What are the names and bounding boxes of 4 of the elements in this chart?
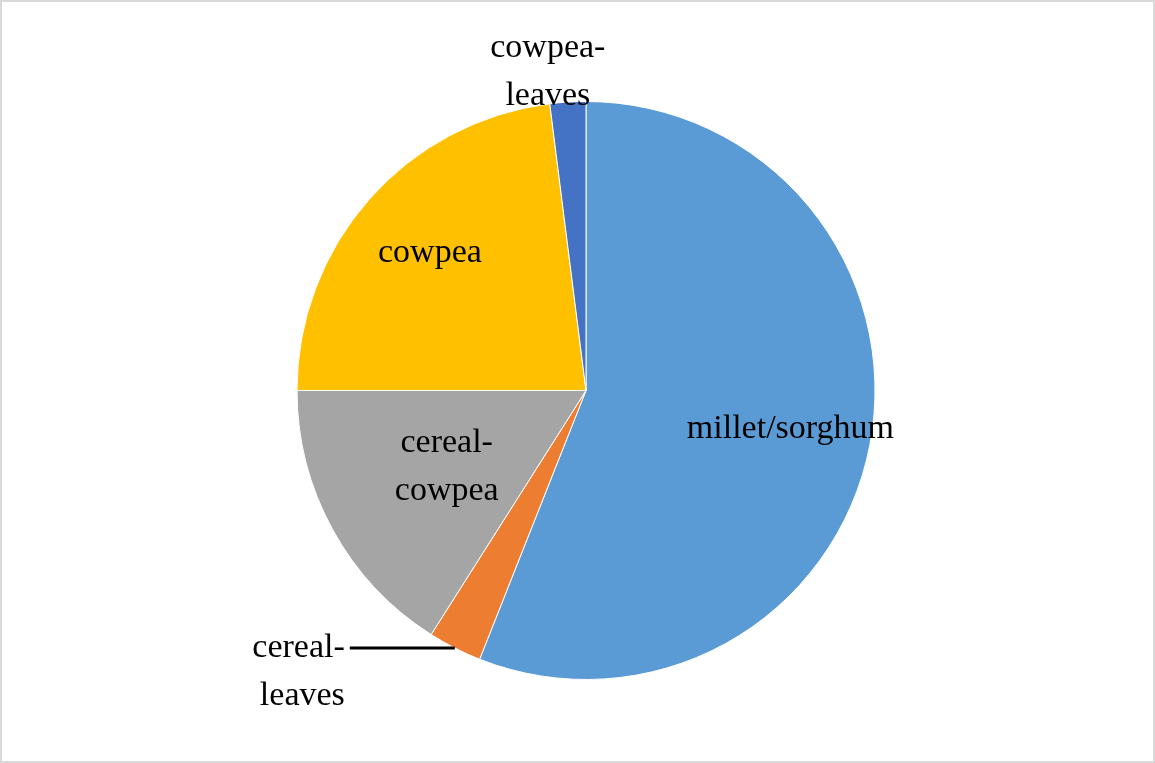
slice-label: cowpea xyxy=(378,231,482,269)
slice-label: cereal-cowpea xyxy=(394,422,499,507)
slice-label: cowpea-leaves xyxy=(490,27,606,113)
slice-label: cereal-leaves xyxy=(252,626,345,712)
